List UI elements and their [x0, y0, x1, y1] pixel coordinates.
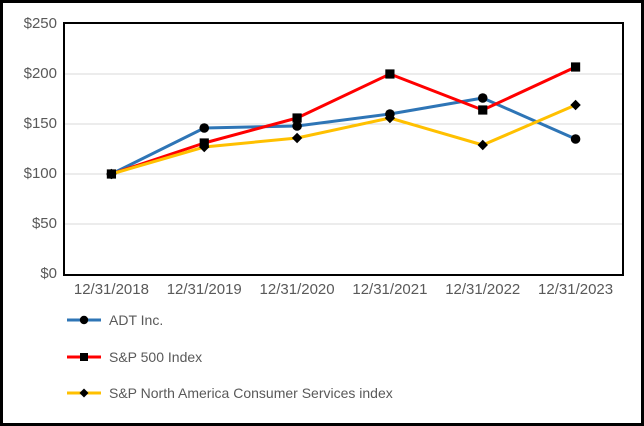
- diamond-marker: [79, 388, 89, 398]
- diamond-marker: [199, 141, 210, 153]
- plot-border: [63, 22, 624, 276]
- legend-label-sp-500-index: S&P 500 Index: [109, 349, 203, 365]
- y-tick-label: $250: [23, 15, 57, 32]
- plot-area: [63, 22, 624, 276]
- sp-500-line-square-marker-icon: [67, 353, 101, 361]
- diamond-marker: [106, 168, 117, 180]
- legend-label-adt-inc: ADT Inc.: [109, 312, 164, 328]
- y-tick-label: $50: [31, 215, 57, 232]
- circle-marker: [199, 123, 210, 133]
- diamond-marker: [570, 99, 581, 111]
- legend-item-sp-500-index: S&P 500 Index: [67, 348, 202, 366]
- x-tick-label: 12/31/2023: [538, 281, 614, 298]
- adt-inc-line-circle-marker-icon: [67, 315, 101, 325]
- square-marker: [292, 113, 302, 123]
- x-tick-label: 12/31/2021: [352, 281, 428, 298]
- x-tick-label: 12/31/2020: [259, 281, 335, 298]
- sp-na-consumer-services-line-diamond-marker-icon: [67, 388, 101, 398]
- circle-marker: [477, 93, 488, 103]
- legend-item-sp-na-consumer-services: S&P North America Consumer Services inde…: [67, 384, 393, 402]
- diamond-marker: [384, 112, 396, 124]
- legend-item-adt-inc: ADT Inc.: [67, 311, 163, 329]
- x-tick-label: 12/31/2019: [166, 281, 242, 298]
- square-marker: [570, 62, 581, 72]
- series-line-adt-inc: [109, 96, 578, 176]
- series-line-s-p-500-index: [109, 65, 578, 176]
- x-tick-label: 12/31/2022: [445, 281, 521, 298]
- legend-label-sp-na-consumer-services: S&P North America Consumer Services inde…: [109, 385, 393, 401]
- circle-marker: [79, 315, 89, 325]
- circle-marker: [570, 134, 581, 144]
- square-marker: [385, 69, 395, 79]
- diamond-marker: [291, 132, 303, 144]
- square-marker: [80, 353, 88, 361]
- plot-background: [63, 22, 624, 276]
- series-line-s-p-north-america-consumer-services-index: [109, 103, 578, 176]
- circle-marker: [292, 121, 302, 131]
- x-tick-label: 12/31/2018: [73, 281, 149, 298]
- y-tick-label: $200: [23, 65, 57, 82]
- y-tick-label: $0: [40, 265, 57, 282]
- square-marker: [478, 105, 488, 115]
- y-tick-label: $100: [23, 165, 57, 182]
- y-tick-label: $150: [23, 115, 57, 132]
